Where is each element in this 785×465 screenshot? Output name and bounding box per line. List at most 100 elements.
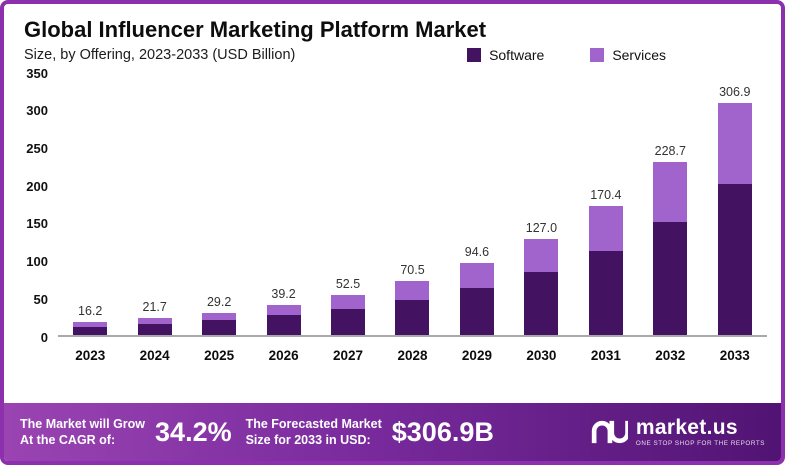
bar-segment-software-2032	[653, 222, 688, 335]
bar-2023	[73, 322, 108, 335]
bar-segment-software-2026	[266, 315, 301, 335]
legend: Software Services	[467, 47, 666, 63]
bar-group-2028: 70.5	[380, 263, 444, 335]
x-axis: 2023 2024 2025 2026 2027 2028 2029 2030 2031 2032…	[58, 348, 767, 363]
forecast-value: $306.9B	[391, 416, 494, 447]
forecast-label-line2: Size for 2033 in USD:	[245, 433, 371, 447]
bar-segment-services-2028	[395, 281, 430, 301]
chart-subtitle: Size, by Offering, 2023-2033 (USD Billio…	[24, 46, 296, 63]
y-tick-label-0: 0	[40, 329, 48, 345]
legend-item-software: Software	[467, 47, 544, 63]
bar-2029	[459, 263, 494, 335]
x-axis-label-2025: 2025	[204, 347, 235, 363]
x-axis-label-2033: 2033	[719, 347, 750, 363]
cagr-label-line2: At the CAGR of:	[20, 433, 116, 447]
bar-total-label-2033: 306.9	[719, 85, 751, 100]
bar-segment-services-2031	[588, 206, 623, 252]
software-swatch-icon	[467, 47, 482, 62]
bar-group-2026: 39.2	[251, 287, 315, 335]
bar-segment-software-2028	[395, 300, 430, 335]
bar-2032	[653, 162, 688, 335]
bar-group-2030: 127.0	[509, 221, 573, 335]
bar-2025	[202, 312, 237, 335]
bar-total-label-2031: 170.4	[590, 188, 622, 203]
bar-group-2031: 170.4	[574, 188, 638, 335]
bar-group-2025: 29.2	[187, 295, 251, 335]
x-axis-label-2023: 2023	[75, 347, 106, 363]
services-swatch-icon	[590, 47, 605, 62]
bar-2031	[588, 206, 623, 335]
bar-group-2023: 16.2	[58, 304, 122, 335]
y-tick-label-50: 50	[33, 291, 48, 307]
x-axis-label-2029: 2029	[461, 347, 492, 363]
bar-segment-software-2033	[717, 184, 752, 335]
bar-2028	[395, 281, 430, 335]
bar-segment-services-2024	[137, 318, 172, 324]
x-axis-label-2028: 2028	[397, 347, 428, 363]
legend-label-software: Software	[489, 46, 545, 63]
bar-segment-services-2025	[202, 312, 237, 321]
forecast-label-line1: The Forecasted Market	[245, 416, 382, 431]
bar-total-label-2029: 94.6	[464, 245, 490, 260]
forecast-label: The Forecasted Market Size for 2033 in U…	[246, 416, 382, 449]
bar-segment-services-2030	[524, 238, 559, 273]
bar-segment-software-2024	[137, 323, 172, 335]
bar-total-label-2028: 70.5	[400, 263, 425, 278]
bar-2026	[266, 305, 301, 335]
bar-segment-software-2031	[588, 251, 623, 335]
bar-2030	[524, 238, 559, 335]
bar-total-label-2023: 16.2	[78, 304, 103, 319]
y-tick-label-350: 350	[26, 65, 48, 81]
chart-area: 0 50 100 150 200 250 300 350 16.2 21.7 29.2 39.2 52…	[4, 66, 781, 363]
bar-group-2033: 306.9	[703, 85, 767, 335]
cagr-label-line1: The Market will Grow	[20, 416, 146, 431]
bar-total-label-2030: 127.0	[525, 220, 558, 235]
cagr-value: 34.2%	[155, 416, 232, 447]
cagr-label: The Market will Grow At the CAGR of:	[20, 416, 145, 449]
brand-block: market.us ONE STOP SHOP FOR THE REPORTS	[590, 417, 765, 447]
legend-item-services: Services	[590, 47, 666, 63]
brand-tagline: ONE STOP SHOP FOR THE REPORTS	[635, 439, 765, 447]
x-axis-label-2032: 2032	[655, 347, 686, 363]
market-us-logo-icon	[591, 420, 628, 444]
bar-segment-services-2033	[717, 103, 752, 185]
bar-segment-services-2032	[653, 162, 688, 223]
bar-group-2027: 52.5	[316, 277, 380, 335]
x-axis-label-2031: 2031	[590, 347, 621, 363]
bar-group-2029: 94.6	[445, 245, 509, 335]
bar-total-label-2025: 29.2	[206, 294, 232, 309]
y-tick-label-250: 250	[26, 141, 48, 157]
bar-segment-software-2023	[73, 326, 108, 335]
x-axis-label-2027: 2027	[333, 347, 364, 363]
bar-2024	[137, 318, 172, 335]
x-axis-label-2030: 2030	[526, 347, 557, 363]
footer-banner: The Market will Grow At the CAGR of: 34.…	[4, 403, 781, 461]
chart-title: Global Influencer Marketing Platform Mar…	[24, 17, 487, 42]
bar-segment-software-2025	[202, 320, 237, 335]
chart-header: Global Influencer Marketing Platform Mar…	[4, 4, 781, 63]
brand-text: market.us ONE STOP SHOP FOR THE REPORTS	[636, 417, 765, 447]
bar-total-label-2024: 21.7	[142, 300, 167, 315]
bar-group-2024: 21.7	[122, 300, 186, 335]
bar-2027	[331, 295, 366, 335]
plot-bars: 16.2 21.7 29.2 39.2 52.5 70.5 94.6 127.0 170.4 22…	[58, 73, 767, 337]
bar-total-label-2026: 39.2	[271, 287, 296, 302]
y-axis: 0 50 100 150 200 250 300 350	[14, 66, 58, 345]
bar-2033	[717, 103, 752, 335]
bar-segment-software-2027	[331, 308, 366, 335]
subtitle-row: Size, by Offering, 2023-2033 (USD Billio…	[24, 47, 761, 63]
x-axis-label-2026: 2026	[268, 347, 299, 363]
bar-segment-services-2023	[73, 322, 108, 327]
y-tick-label-200: 200	[26, 178, 48, 194]
bar-total-label-2027: 52.5	[335, 277, 361, 291]
y-tick-label-150: 150	[26, 216, 48, 232]
x-axis-label-2024: 2024	[139, 347, 170, 363]
bar-segment-services-2029	[459, 263, 494, 289]
y-tick-label-100: 100	[26, 254, 48, 270]
bar-group-2032: 228.7	[638, 144, 702, 335]
y-tick-label-300: 300	[26, 103, 48, 119]
bar-segment-services-2026	[266, 305, 301, 316]
bar-segment-software-2029	[459, 288, 494, 335]
brand-name: market.us	[635, 415, 738, 439]
